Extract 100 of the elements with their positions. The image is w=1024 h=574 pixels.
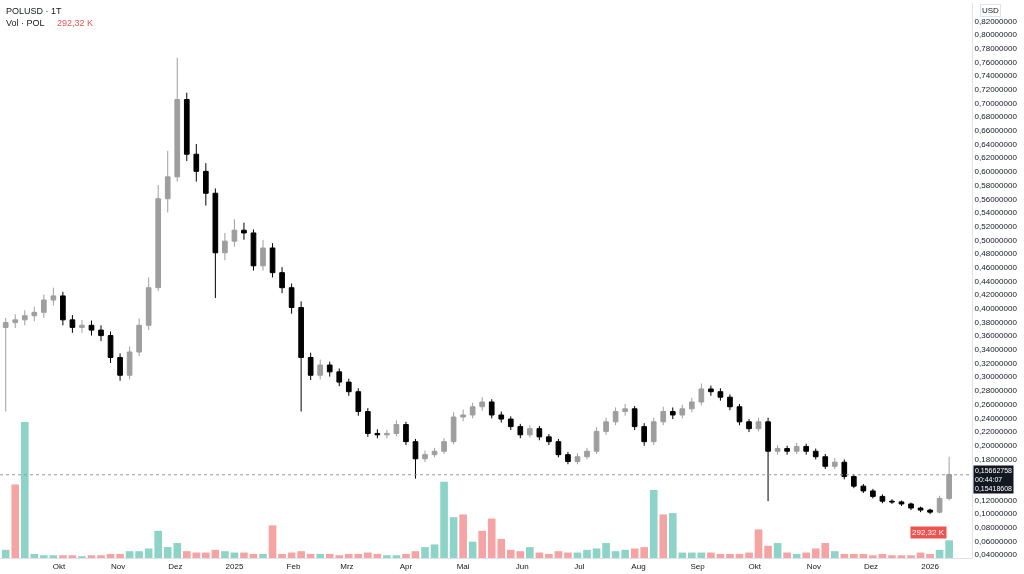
candlestick <box>298 300 304 413</box>
candlestick <box>641 422 648 447</box>
bar <box>745 552 753 558</box>
candlestick <box>631 405 638 431</box>
candlestick <box>98 324 104 342</box>
y-tick-label: 0,32000000 <box>974 358 1018 368</box>
y-tick-label: 0,66000000 <box>974 126 1018 136</box>
bar <box>316 553 324 558</box>
candlestick <box>889 498 895 505</box>
bar <box>87 555 96 558</box>
bar <box>926 553 934 558</box>
bar <box>526 547 534 558</box>
bar <box>211 549 220 558</box>
y-tick-label: 0,20000000 <box>974 440 1018 450</box>
candlestick <box>517 423 524 439</box>
candlestick <box>488 398 495 419</box>
candlestick <box>403 421 409 446</box>
candlestick <box>441 437 447 455</box>
bar <box>869 555 877 558</box>
bar <box>859 553 868 558</box>
bar <box>783 552 791 558</box>
bar <box>106 553 115 558</box>
y-tick-label: 0,62000000 <box>974 153 1018 163</box>
bar <box>564 552 572 558</box>
bar <box>59 555 67 558</box>
candlestick <box>622 403 628 417</box>
candlestick <box>822 453 829 470</box>
bar <box>249 553 258 558</box>
bar <box>592 548 601 558</box>
candlestick <box>69 314 76 334</box>
x-tick-label: Aug <box>631 561 646 571</box>
y-tick-label: 0,28000000 <box>974 386 1018 396</box>
bar <box>707 552 715 558</box>
y-tick-label: 0,22000000 <box>974 427 1018 437</box>
candlestick <box>288 283 295 315</box>
candlestick <box>384 429 390 439</box>
x-tick-label: Sep <box>690 561 706 571</box>
y-tick-label: 0,38000000 <box>974 317 1018 327</box>
y-tick-label: 0,10000000 <box>974 509 1018 519</box>
bar <box>735 553 744 558</box>
x-tick-label: Jul <box>574 561 585 571</box>
candlestick <box>898 500 905 507</box>
bar <box>240 552 248 558</box>
bar <box>640 547 648 558</box>
bar <box>268 525 277 558</box>
bar <box>306 553 315 558</box>
candlestick <box>60 291 66 326</box>
y-tick-label: 0,76000000 <box>974 57 1018 67</box>
candlestick <box>660 406 667 426</box>
y-tick-label: 0,44000000 <box>974 276 1018 286</box>
y-tick-label: 0,36000000 <box>974 331 1018 341</box>
candlestick <box>679 404 686 419</box>
candlestick <box>927 508 933 515</box>
y-tick-label: 0,74000000 <box>974 71 1018 81</box>
y-tick-label: 0,12000000 <box>974 495 1018 505</box>
annotation: 292,32 K <box>57 18 94 28</box>
bar <box>278 553 286 558</box>
y-tick-label: 0,46000000 <box>974 262 1018 272</box>
candlestick <box>12 313 19 329</box>
x-tick-label: 2026 <box>921 561 940 571</box>
bar <box>297 551 305 558</box>
bar <box>221 551 229 558</box>
y-tick-label: 0,42000000 <box>974 290 1018 300</box>
candlestick <box>574 452 581 465</box>
candlestick <box>117 352 123 382</box>
candlestick <box>669 406 676 420</box>
bar <box>935 549 944 558</box>
candlestick <box>422 450 428 463</box>
bar <box>649 489 658 558</box>
candlestick <box>555 438 562 458</box>
bar <box>764 545 772 558</box>
x-tick-label: Mrz <box>340 561 354 571</box>
y-tick-label: 0,68000000 <box>974 112 1018 122</box>
bar <box>611 551 620 558</box>
bar <box>621 549 629 558</box>
candlestick <box>603 417 609 436</box>
candlestick <box>479 396 486 412</box>
y-tick-label: 0,64000000 <box>974 139 1018 149</box>
bar <box>430 544 439 558</box>
candlestick <box>250 229 257 272</box>
bar <box>602 543 610 558</box>
candlestick <box>917 506 924 513</box>
y-axis-title: USD <box>982 6 1000 15</box>
candlestick <box>650 417 657 446</box>
candlestick <box>126 346 133 380</box>
candlestick <box>2 317 9 413</box>
candlestick <box>546 433 552 446</box>
candlestick <box>612 406 619 426</box>
bar <box>97 555 105 558</box>
y-tick-label: 0,56000000 <box>974 194 1018 204</box>
candlestick <box>136 317 142 357</box>
candlestick <box>279 266 285 294</box>
x-tick-label: Nov <box>806 561 821 571</box>
candlestick <box>183 92 190 162</box>
candlestick <box>851 474 857 489</box>
candlestick <box>174 57 181 183</box>
candlestick <box>717 387 724 402</box>
bar <box>878 553 887 558</box>
bar <box>402 553 410 558</box>
candlestick <box>431 447 438 458</box>
